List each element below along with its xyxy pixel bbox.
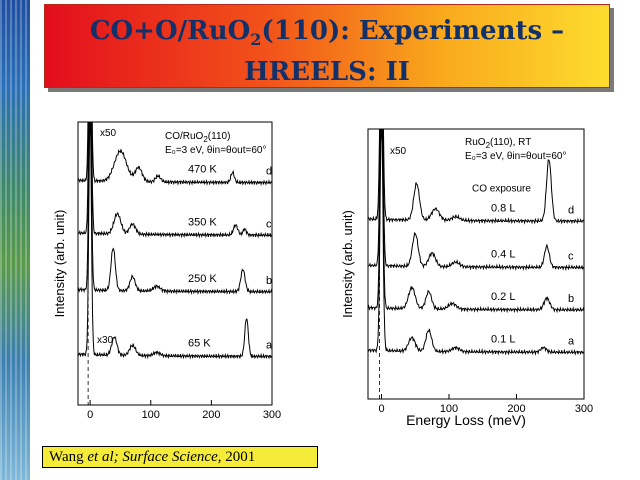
plot-area (368, 129, 584, 399)
spectrum-line-c (368, 129, 584, 272)
plot-frame (77, 121, 273, 406)
y-axis-label: Intensity (arb. unit) (340, 210, 355, 318)
series-label-b: 250 K (188, 273, 217, 285)
spectrum-line-b (78, 122, 272, 295)
spectrum-line-d (78, 122, 272, 187)
legend-conditions: E₀=3 eV, θin=θout=60° (465, 151, 566, 162)
x-tick-label: 200 (202, 409, 220, 421)
title-line2: HREELS: II (244, 57, 410, 88)
chart-temperature-series: 65 K a 250 K b 350 K c 470 K d 0 100 200 300 x50 x30 C… (52, 121, 281, 421)
title-banner: CO+O/RuO2(110): Experiments – HREELS: II (44, 4, 610, 88)
series-label-c: 350 K (188, 216, 217, 228)
citation-year: 2001 (225, 449, 256, 465)
decorative-side-strip (0, 0, 30, 480)
legend-system: RuO2(110), RT (465, 137, 531, 150)
x-axis-label: Energy Loss (meV) (406, 412, 526, 428)
title-formula-subscript: 2 (250, 30, 262, 50)
series-label-b: 0.2 L (491, 291, 515, 303)
x-tick-label: 300 (575, 403, 593, 415)
spectrum-line-d (368, 129, 584, 225)
title-formula-prefix: CO+O/RuO (89, 16, 251, 46)
citation-box: Wang et al; Surface Science, 2001 (42, 446, 318, 468)
annotation-co-exposure: CO exposure (472, 183, 531, 194)
series-label-a: 65 K (188, 338, 211, 350)
series-letter-b: b (568, 293, 574, 305)
series-letter-a: a (568, 335, 575, 347)
series-letter-d: d (568, 204, 574, 216)
series-label-c: 0.4 L (491, 249, 515, 261)
multiplier-label-x50: x50 (390, 146, 407, 157)
series-letter-a: a (266, 340, 273, 352)
spectrum-line-a (368, 129, 584, 356)
plot-frame (367, 128, 585, 400)
spectrum-line-c (78, 122, 272, 239)
plot-area (78, 122, 272, 405)
legend-conditions: E₀=3 eV, θin=θout=60° (165, 145, 266, 156)
citation-authors: Wang (49, 449, 84, 465)
series-label-d: 470 K (188, 164, 217, 176)
x-tick-label: 0 (378, 403, 384, 415)
series-letter-c: c (266, 218, 272, 230)
y-axis-label: Intensity (arb. unit) (52, 210, 67, 318)
multiplier-label-x30: x30 (97, 335, 114, 346)
chart-exposure-series: 0.1 L a 0.2 L b 0.4 L c 0.8 L d 0 100 200 300 x50 RuO… (340, 128, 593, 428)
series-letter-b: b (266, 275, 272, 287)
multiplier-label-x50: x50 (100, 128, 117, 139)
citation-journal: Surface Science, (122, 449, 222, 465)
series-label-a: 0.1 L (491, 333, 515, 345)
title-formula-suffix: (110): Experiments – (261, 16, 565, 46)
x-tick-label: 200 (507, 403, 525, 415)
x-tick-label: 300 (263, 409, 281, 421)
citation-etal: et al; (87, 449, 119, 465)
x-tick-label: 0 (87, 409, 93, 421)
series-letter-c: c (568, 251, 574, 263)
spectrum-line-a (78, 122, 272, 360)
x-tick-label: 100 (142, 409, 160, 421)
spectrum-line-b (368, 129, 584, 314)
series-label-d: 0.8 L (491, 202, 515, 214)
series-letter-d: d (266, 166, 272, 178)
legend-system: CO/RuO2(110) (165, 131, 230, 144)
slide-title: CO+O/RuO2(110): Experiments – HREELS: II (45, 15, 609, 88)
x-tick-label: 100 (440, 403, 458, 415)
